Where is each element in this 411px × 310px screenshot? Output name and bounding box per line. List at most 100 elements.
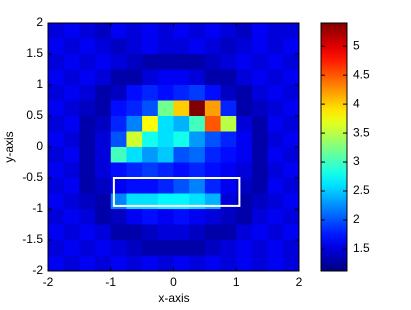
heat-cell [63,224,80,241]
heat-cell [157,240,174,256]
heat-cell [173,224,190,241]
heat-cell [251,255,269,272]
heat-cell [267,38,284,55]
heat-cell [204,85,222,101]
heat-cell [126,224,143,241]
heat-cell [63,240,80,256]
heat-cell [79,178,96,194]
heat-cell [251,38,269,55]
heat-cell [251,224,269,241]
heat-cell [189,209,206,225]
heat-cell [126,131,143,148]
heat-cell [157,209,174,225]
heat-cell [220,178,237,194]
x-axis-label: x-axis [158,291,189,305]
heat-cell [251,54,269,70]
heat-cell [236,100,253,117]
heat-cell [251,147,269,163]
heat-cell [283,178,300,194]
heat-cell [63,23,80,39]
heat-cell [283,100,300,117]
heat-cell [251,240,269,256]
heat-cell [189,116,206,132]
heat-cell [189,100,206,117]
heat-cell [95,240,112,256]
heat-cell [173,131,190,148]
heat-cell [283,240,300,256]
heat-cell [251,209,269,225]
heat-cell [283,85,300,101]
heat-cell [157,69,174,86]
heat-cell [204,38,222,55]
heat-cell [204,193,222,210]
heat-cell [283,69,300,86]
heat-cell [204,116,222,132]
heat-cell [189,240,206,256]
y-tick-label: 1 [36,77,43,91]
heat-cell [126,147,143,163]
heat-cell [63,116,80,132]
heat-cell [251,116,269,132]
heat-cell [189,54,206,70]
heat-cell [142,162,159,179]
heat-cell [283,209,300,225]
heat-cell [48,85,65,101]
heat-cell [220,54,237,70]
heat-cell [63,193,80,210]
heat-cell [95,147,112,163]
y-tick-label: -1 [32,201,43,215]
heat-cell [236,54,253,70]
heat-cell [236,131,253,148]
heat-cell [48,224,65,241]
heat-cell [48,255,65,272]
heat-cell [95,23,112,39]
heat-cell [267,178,284,194]
heat-cell [157,100,174,117]
heat-cell [110,255,127,272]
heat-cell [283,255,300,272]
heat-cell [95,131,112,148]
heat-cell [283,23,300,39]
heat-cell [63,147,80,163]
heat-cell [220,69,237,86]
heat-cell [63,38,80,55]
heat-cell [126,240,143,256]
heat-cell [48,100,65,117]
colorbar-tick-label: 4.5 [353,67,370,81]
heat-cell [236,162,253,179]
heat-cell [236,85,253,101]
heat-cell [220,209,237,225]
heat-cell [236,240,253,256]
heat-cell [157,85,174,101]
heat-cell [204,100,222,117]
heat-cell [48,240,65,256]
heat-cell [95,54,112,70]
heat-cell [142,38,159,55]
heat-cell [79,224,96,241]
heat-cell [204,69,222,86]
heat-cell [48,147,65,163]
heat-cell [173,100,190,117]
heat-cell [236,224,253,241]
heat-cell [220,147,237,163]
heat-cell [189,255,206,272]
heat-cell [126,255,143,272]
heat-cell [267,224,284,241]
heat-cell [157,162,174,179]
x-tick-label: 1 [233,275,240,289]
y-tick-label: -1.5 [22,232,43,246]
heat-cell [267,23,284,39]
heat-cell [142,240,159,256]
heat-cell [142,23,159,39]
heat-cell [79,23,96,39]
heat-cell [110,240,127,256]
x-tick-label: -1 [105,275,116,289]
heat-cell [189,162,206,179]
heat-cell [236,209,253,225]
heat-cell [126,69,143,86]
heat-cell [95,178,112,194]
heat-cell [267,85,284,101]
colorbar-tick-label: 2 [353,212,360,226]
heat-cell [251,85,269,101]
heat-cell [110,116,127,132]
